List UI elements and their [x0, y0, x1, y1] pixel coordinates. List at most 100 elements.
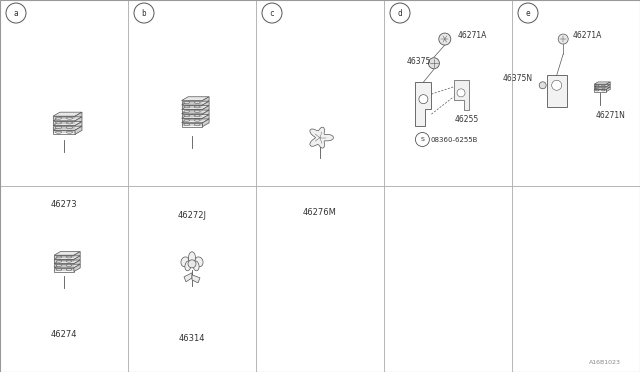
- Ellipse shape: [66, 264, 72, 266]
- Polygon shape: [454, 80, 468, 110]
- Ellipse shape: [56, 122, 61, 124]
- Polygon shape: [595, 82, 610, 84]
- Text: a: a: [13, 9, 19, 17]
- Polygon shape: [182, 106, 209, 109]
- Polygon shape: [54, 264, 80, 268]
- Ellipse shape: [195, 115, 200, 117]
- Polygon shape: [595, 84, 606, 86]
- FancyBboxPatch shape: [547, 75, 566, 107]
- Polygon shape: [182, 114, 202, 118]
- Polygon shape: [53, 112, 82, 116]
- Circle shape: [539, 82, 546, 89]
- Text: 46271A: 46271A: [573, 31, 602, 40]
- Polygon shape: [53, 116, 75, 120]
- Text: b: b: [141, 9, 147, 17]
- Polygon shape: [75, 112, 82, 120]
- Polygon shape: [74, 260, 80, 267]
- Polygon shape: [182, 110, 209, 114]
- Polygon shape: [74, 256, 80, 263]
- Ellipse shape: [67, 117, 72, 119]
- Polygon shape: [53, 125, 75, 130]
- Text: S: S: [420, 137, 424, 142]
- Polygon shape: [74, 264, 80, 272]
- Ellipse shape: [596, 87, 599, 89]
- Polygon shape: [182, 109, 202, 113]
- Polygon shape: [202, 97, 209, 105]
- Polygon shape: [595, 89, 606, 92]
- Ellipse shape: [56, 131, 61, 133]
- Circle shape: [457, 89, 465, 97]
- Polygon shape: [595, 87, 610, 89]
- Text: 46276M: 46276M: [303, 208, 337, 217]
- Ellipse shape: [195, 124, 200, 126]
- Ellipse shape: [602, 87, 605, 89]
- Polygon shape: [182, 123, 202, 127]
- Ellipse shape: [195, 106, 200, 108]
- Ellipse shape: [66, 260, 72, 262]
- Polygon shape: [182, 119, 209, 123]
- Ellipse shape: [596, 90, 599, 91]
- Circle shape: [552, 80, 562, 90]
- Ellipse shape: [184, 106, 189, 108]
- Text: 46375N: 46375N: [503, 74, 533, 83]
- Polygon shape: [606, 82, 610, 86]
- Ellipse shape: [56, 269, 62, 270]
- Ellipse shape: [56, 260, 62, 262]
- Polygon shape: [53, 130, 75, 134]
- Polygon shape: [54, 256, 80, 259]
- Ellipse shape: [596, 85, 599, 86]
- Text: 08360-6255B: 08360-6255B: [431, 137, 478, 142]
- Polygon shape: [184, 273, 192, 282]
- Polygon shape: [74, 251, 80, 259]
- Polygon shape: [192, 275, 200, 283]
- Polygon shape: [75, 126, 82, 134]
- Ellipse shape: [66, 256, 72, 258]
- Circle shape: [428, 58, 440, 69]
- Polygon shape: [202, 106, 209, 113]
- Circle shape: [419, 94, 428, 104]
- Ellipse shape: [184, 110, 189, 112]
- Polygon shape: [182, 118, 202, 122]
- Ellipse shape: [181, 257, 189, 267]
- Polygon shape: [54, 259, 74, 263]
- Polygon shape: [54, 251, 80, 255]
- Polygon shape: [53, 122, 82, 125]
- Ellipse shape: [56, 256, 62, 258]
- Ellipse shape: [184, 102, 189, 103]
- Polygon shape: [182, 105, 202, 109]
- Text: d: d: [397, 9, 403, 17]
- Ellipse shape: [195, 119, 200, 121]
- Ellipse shape: [193, 261, 199, 271]
- Polygon shape: [54, 255, 74, 259]
- Ellipse shape: [56, 126, 61, 129]
- Ellipse shape: [185, 261, 191, 271]
- Polygon shape: [75, 122, 82, 130]
- Text: 46271N: 46271N: [595, 111, 625, 120]
- Polygon shape: [606, 84, 610, 89]
- Polygon shape: [53, 126, 82, 130]
- Ellipse shape: [66, 269, 72, 270]
- Polygon shape: [202, 119, 209, 127]
- Polygon shape: [53, 117, 82, 121]
- Polygon shape: [202, 101, 209, 109]
- Polygon shape: [54, 260, 80, 264]
- Text: A16B1023: A16B1023: [589, 360, 621, 365]
- Circle shape: [439, 33, 451, 45]
- Text: 46314: 46314: [179, 334, 205, 343]
- Ellipse shape: [67, 126, 72, 129]
- Polygon shape: [54, 264, 74, 267]
- Ellipse shape: [195, 102, 200, 103]
- Ellipse shape: [195, 110, 200, 112]
- Polygon shape: [182, 115, 209, 118]
- Text: e: e: [525, 9, 531, 17]
- Text: 46273: 46273: [51, 200, 77, 209]
- Ellipse shape: [67, 131, 72, 133]
- Text: 46255: 46255: [454, 115, 479, 124]
- Polygon shape: [310, 127, 333, 148]
- Polygon shape: [182, 97, 209, 100]
- Ellipse shape: [56, 264, 62, 266]
- Polygon shape: [202, 110, 209, 118]
- Polygon shape: [415, 82, 431, 126]
- Text: 46271A: 46271A: [458, 31, 487, 40]
- Polygon shape: [606, 87, 610, 92]
